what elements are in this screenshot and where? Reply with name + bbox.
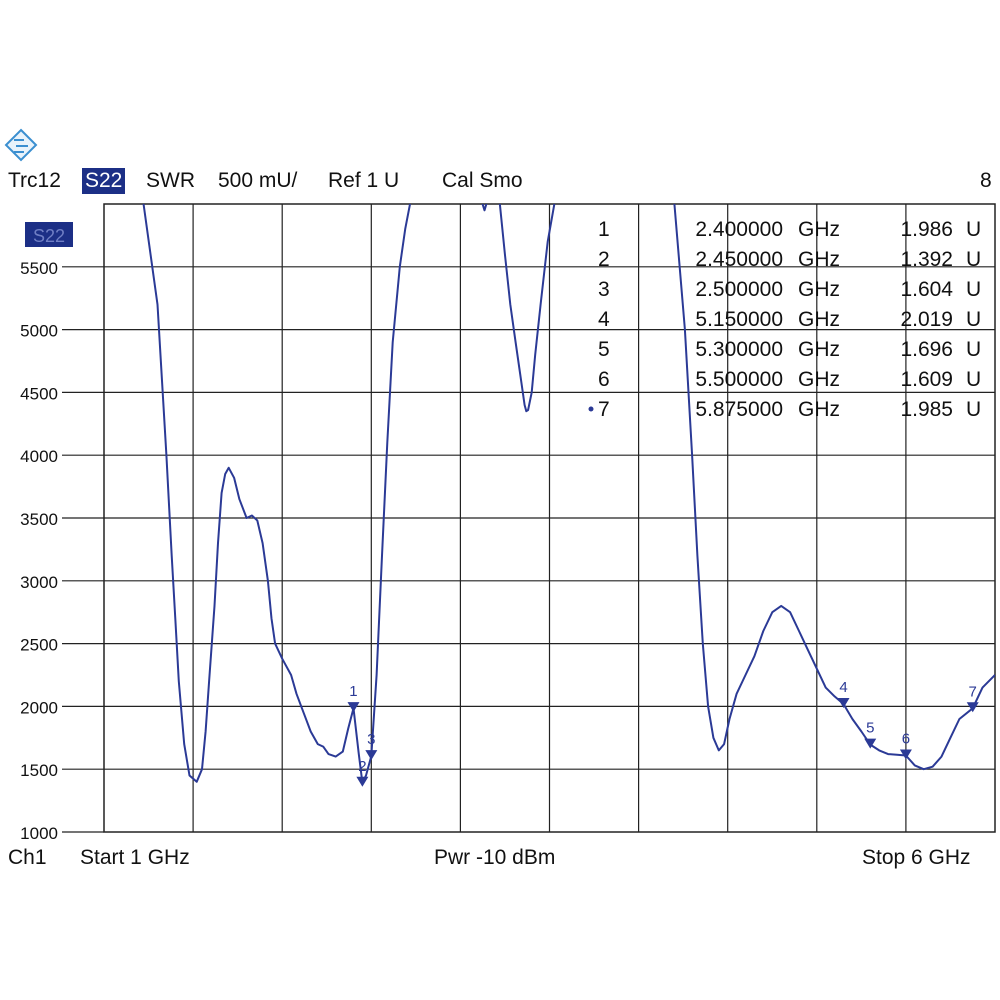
- trace-format: SWR: [146, 169, 195, 192]
- swr-trace-line: [142, 204, 412, 784]
- marker-label-1: 1: [349, 683, 357, 700]
- y-tick-label: 3500: [20, 510, 58, 529]
- chart-grid: [103, 203, 996, 833]
- marker-table-number: 2: [598, 248, 610, 271]
- stop-frequency[interactable]: Stop 6 GHz: [862, 846, 971, 869]
- marker-table-frequency-unit: GHz: [798, 398, 840, 421]
- marker-triangle-2: [356, 776, 369, 787]
- marker-triangle-6: [899, 749, 912, 760]
- y-tick-label: 2000: [20, 698, 58, 717]
- marker-table-number: 1: [598, 218, 610, 241]
- marker-table-value-unit: U: [966, 278, 981, 301]
- marker-table-frequency: 5.300000: [695, 338, 783, 361]
- marker-table-frequency-unit: GHz: [798, 218, 840, 241]
- marker-table-value-unit: U: [966, 338, 981, 361]
- marker-table-value-unit: U: [966, 248, 981, 271]
- marker-label-7: 7: [969, 683, 977, 700]
- source-power[interactable]: Pwr -10 dBm: [434, 846, 556, 869]
- marker-table-number: 5: [598, 338, 610, 361]
- marker-table-frequency: 2.500000: [695, 278, 783, 301]
- marker-table-frequency: 2.450000: [695, 248, 783, 271]
- marker-table-value-unit: U: [966, 218, 981, 241]
- y-tick-label: 3000: [20, 573, 58, 592]
- marker-table-value: 1.986: [900, 218, 953, 241]
- marker-table-value: 1.609: [900, 368, 953, 391]
- swr-trace-line: [498, 204, 556, 413]
- marker-table-frequency-unit: GHz: [798, 368, 840, 391]
- trace-label-badge-text: S22: [33, 226, 65, 246]
- marker-table-number: 4: [598, 308, 610, 331]
- marker-table-value: 2.019: [900, 308, 953, 331]
- y-tick-label: 5500: [20, 259, 58, 278]
- trace-lines: [142, 204, 995, 784]
- marker-triangle-3: [365, 750, 378, 761]
- marker-label-2: 2: [358, 758, 366, 775]
- marker-table-frequency-unit: GHz: [798, 278, 840, 301]
- marker-label-5: 5: [866, 720, 874, 737]
- marker-table-value-unit: U: [966, 368, 981, 391]
- marker-label-6: 6: [902, 731, 910, 748]
- marker-table-frequency-unit: GHz: [798, 338, 840, 361]
- marker-triangle-4: [837, 698, 850, 709]
- marker-triangle-7: [966, 702, 979, 713]
- marker-triangle-5: [864, 738, 877, 749]
- y-axis-ticks: 1000 1500 2000 2500 3000 3500 4000 4500 5000 5500: [20, 259, 104, 843]
- marker-table-value: 1.392: [900, 248, 953, 271]
- marker-table-number: 3: [598, 278, 610, 301]
- y-tick-label: 4000: [20, 447, 58, 466]
- trace-scale: 500 mU/: [218, 169, 298, 192]
- marker-table-frequency-unit: GHz: [798, 248, 840, 271]
- marker-label-4: 4: [839, 679, 847, 696]
- calibration-status: Cal Smo: [442, 169, 523, 192]
- trace-label-badge-bg: [25, 222, 73, 247]
- marker-triangle-1: [347, 702, 360, 713]
- marker-table-frequency: 5.500000: [695, 368, 783, 391]
- swr-trace-line: [673, 204, 995, 771]
- trace-parameter-badge[interactable]: S22: [82, 168, 126, 194]
- marker-table-value: 1.604: [900, 278, 953, 301]
- start-frequency[interactable]: Start 1 GHz: [80, 846, 190, 869]
- marker-table: 1 2.400000 GHz 1.986 U 2 2.450000 GHz 1.392 U 3 2.5…: [588, 218, 981, 421]
- y-tick-label: 2500: [20, 636, 58, 655]
- y-tick-label: 4500: [20, 384, 58, 403]
- marker-table-frequency: 5.150000: [695, 308, 783, 331]
- marker-table-number: 7: [598, 398, 610, 421]
- active-marker-indicator: [588, 406, 594, 412]
- marker-table-frequency: 2.400000: [695, 218, 783, 241]
- trace-name: Trc12: [8, 169, 61, 192]
- channel-count: 8: [980, 169, 992, 192]
- marker-table-value: 1.696: [900, 338, 953, 361]
- marker-table-value: 1.985: [900, 398, 953, 421]
- y-tick-label: 5000: [20, 322, 58, 341]
- trace-label-badge: S22: [25, 222, 73, 247]
- y-tick-label: 1000: [20, 824, 58, 843]
- y-tick-label: 1500: [20, 761, 58, 780]
- marker-table-value-unit: U: [966, 308, 981, 331]
- marker-table-frequency: 5.875000: [695, 398, 783, 421]
- trace-reference: Ref 1 U: [328, 169, 400, 192]
- marker-table-value-unit: U: [966, 398, 981, 421]
- marker-label-3: 3: [367, 731, 375, 748]
- brand-logo-icon: [4, 128, 38, 162]
- channel-label: Ch1: [8, 846, 47, 869]
- marker-table-number: 6: [598, 368, 610, 391]
- marker-table-frequency-unit: GHz: [798, 308, 840, 331]
- swr-trace-line: [481, 204, 488, 212]
